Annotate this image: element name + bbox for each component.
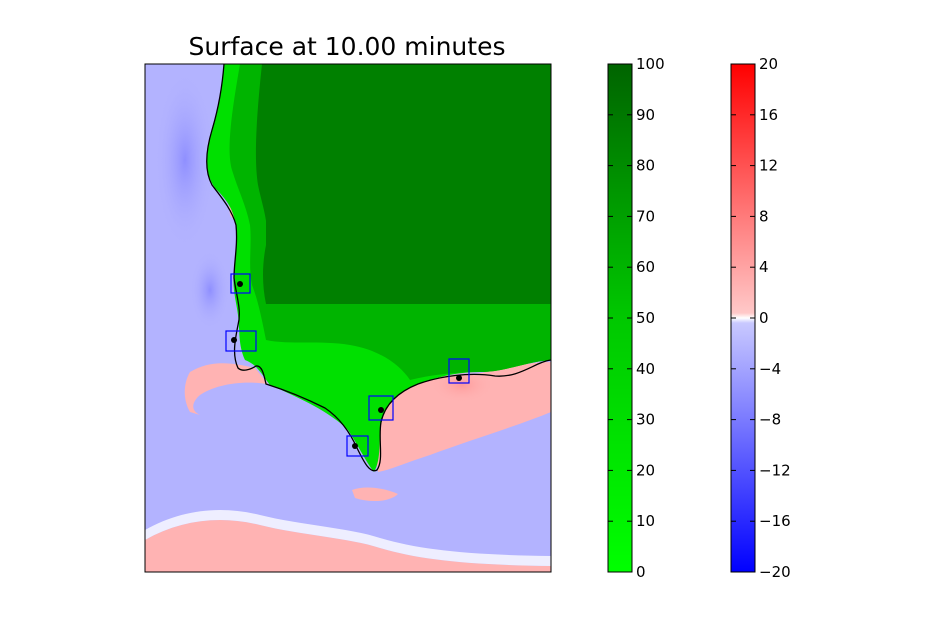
colorbar-tick-label: 40 [636,360,655,378]
colorbar-surface: −20 −16 −12 −8 −4 0 4 8 12 16 20 [730,55,791,581]
colorbar-tick-label: 12 [759,157,778,175]
ocean-crest [430,367,494,403]
plot-title: Surface at 10.00 minutes [189,32,506,61]
colorbar-tick-label: 70 [636,207,655,225]
colorbar-tick-label: −4 [759,360,781,378]
ocean-positive-west [184,363,268,415]
colorbar-surface-ticks: −20 −16 −12 −8 −4 0 4 8 12 16 20 [731,55,791,581]
colorbar-topography-ticks: 0 10 20 30 40 50 60 70 80 90 100 [608,55,665,581]
colorbar-tick-label: 20 [759,55,778,73]
colorbar-tick-label: 16 [759,106,778,124]
colorbar-tick-label: 4 [759,258,769,276]
island [352,487,398,502]
gauges [225,273,470,457]
colorbar-tick-label: −20 [759,563,791,581]
colorbar-tick-label: −12 [759,461,791,479]
colorbar-tick-label: 60 [636,258,655,276]
ocean-near-zero-band [145,510,551,566]
colorbar-tick-label: 100 [636,55,665,73]
colorbar-tick-label: 50 [636,309,655,327]
colorbar-tick-label: 0 [759,309,769,327]
colorbar-tick-label: 8 [759,207,769,225]
colorbar-tick-label: −16 [759,512,791,530]
gauge-5[interactable] [346,435,369,457]
gauge-1[interactable] [230,273,251,294]
ocean-positive-offshore [145,520,551,572]
ocean-positive-south [372,362,551,472]
gauge-2[interactable] [225,330,257,352]
colorbar-tick-label: 20 [636,461,655,479]
colorbar-tick-label: 30 [636,411,655,429]
colorbar-tick-label: 10 [636,512,655,530]
coastline [206,64,551,472]
gauge-3[interactable] [448,358,470,384]
gauge-4[interactable] [368,395,394,421]
map-frame [144,63,552,573]
colorbar-tick-label: 0 [636,563,646,581]
colorbar-topography: 0 10 20 30 40 50 60 70 80 90 100 [607,55,665,581]
colorbar-tick-label: −8 [759,411,781,429]
land-highland-block [266,64,551,304]
colorbar-tick-label: 80 [636,157,655,175]
map-panel [145,64,551,572]
ocean-trough [155,70,215,250]
ocean-trough [190,250,230,330]
colorbar-tick-label: 90 [636,106,655,124]
